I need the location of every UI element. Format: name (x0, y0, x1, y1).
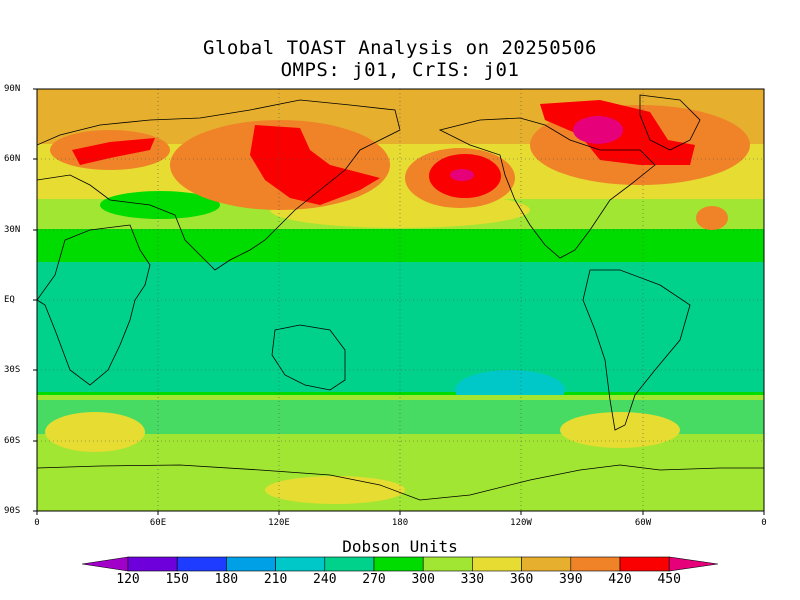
colorbar-tick-label: 360 (509, 572, 534, 587)
colorbar-swatch (226, 556, 276, 572)
eurasia-outline (37, 99, 401, 271)
chart-subtitle: OMPS: j01, CrIS: j01 (280, 59, 520, 81)
field-asia-450 (250, 125, 380, 205)
colorbar-swatch (422, 556, 473, 572)
colorbar-tick-label: 210 (263, 572, 288, 587)
lon-label-0-right: 0 (761, 518, 767, 528)
colorbar-arrow-low (81, 556, 129, 572)
colorbar-tick-label: 240 (313, 572, 337, 587)
australia-outline (271, 324, 346, 391)
colorbar-tick-label: 420 (608, 572, 632, 587)
colorbar-swatch (521, 556, 572, 572)
north-america-outline (438, 117, 656, 259)
lat-label-60n: 60N (4, 154, 21, 164)
colorbar-arrow-high (668, 556, 719, 572)
colorbar-swatch (176, 556, 227, 572)
colorbar-swatch (127, 556, 178, 572)
colorbar-tick-label: 180 (214, 572, 239, 587)
lat-label-60s: 60S (4, 436, 21, 446)
colorbar-tick-label: 450 (657, 572, 681, 587)
field-asia-300 (100, 191, 220, 219)
chart-title: Global TOAST Analysis on 20250506 (203, 37, 597, 59)
colorbar (81, 556, 719, 572)
field-sam-360 (560, 412, 680, 448)
colorbar-swatch (619, 556, 670, 572)
colorbar-tick-label: 120 (116, 572, 140, 587)
lat-label-30s: 30S (4, 365, 21, 375)
colorbar-tick-label: 150 (165, 572, 189, 587)
antarctica-outline (37, 464, 764, 501)
colorbar-swatch (275, 556, 326, 572)
greenland-outline (639, 94, 701, 151)
field-eur-450 (72, 138, 155, 165)
colorbar-swatch (472, 556, 522, 572)
colorbar-tick-label: 300 (411, 572, 435, 587)
colorbar-title: Dobson Units (342, 537, 458, 556)
lat-label-eq: EQ (4, 295, 15, 305)
colorbar-tick-label: 330 (460, 572, 485, 587)
lat-label-90s: 90S (4, 506, 21, 516)
axis-ticks (33, 88, 765, 515)
lon-label-180: 180 (391, 518, 409, 528)
lon-label-120w: 120W (510, 518, 532, 528)
colorbar-swatch (324, 556, 375, 572)
lon-label-60w: 60W (634, 518, 652, 528)
colorbar-tick-label: 270 (362, 572, 386, 587)
lon-label-60e: 60E (149, 518, 167, 528)
field-ant-360 (265, 476, 405, 504)
lon-label-0-left: 0 (34, 518, 40, 528)
coastlines (37, 94, 764, 501)
colorbar-swatch (570, 556, 621, 572)
field-core-480-b (450, 169, 474, 181)
lon-label-120e: 120E (268, 518, 290, 528)
colorbar-tick-label: 390 (559, 572, 583, 587)
field-band-270 (37, 262, 764, 392)
south-america-outline (582, 269, 691, 431)
colorbar-swatch (373, 556, 424, 572)
lat-label-30n: 30N (4, 225, 21, 235)
lat-label-90n: 90N (4, 84, 21, 94)
africa-outline (37, 224, 151, 386)
field-core-480-a (573, 116, 623, 144)
field-atl-420 (696, 206, 728, 230)
ozone-field (37, 89, 764, 511)
field-sa-360 (45, 412, 145, 452)
